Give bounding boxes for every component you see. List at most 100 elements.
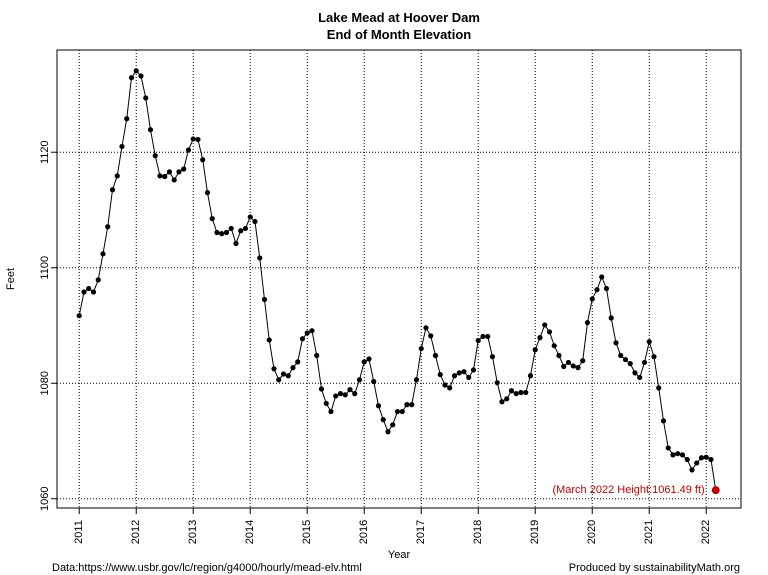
data-point [456, 370, 462, 376]
data-point [703, 454, 709, 460]
data-point [257, 255, 263, 261]
x-axis-label: Year [388, 549, 411, 561]
data-point [651, 354, 657, 360]
data-point [580, 358, 586, 364]
data-point [147, 127, 154, 133]
data-point [328, 408, 334, 415]
x-tick-label: 2022 [700, 520, 712, 544]
data-point [537, 335, 543, 341]
data-point [185, 147, 192, 153]
data-point [356, 377, 363, 383]
data-point [485, 333, 491, 340]
data-point [299, 336, 306, 342]
data-point [698, 455, 705, 461]
data-point [480, 333, 486, 340]
plot-frame [56, 49, 742, 509]
data-point [442, 382, 448, 388]
source-note: Data:https://www.usbr.gov/lc/region/g400… [52, 562, 362, 574]
x-tick-label: 2011 [73, 520, 85, 544]
data-point [171, 177, 177, 183]
data-point [314, 352, 320, 359]
data-point [618, 352, 624, 359]
data-point [100, 251, 106, 257]
data-point [508, 388, 515, 394]
data-point [375, 403, 382, 409]
data-point [181, 166, 187, 172]
data-point [437, 371, 443, 378]
x-tick-label: 2013 [187, 520, 199, 544]
data-point [233, 240, 239, 247]
data-point [371, 378, 377, 385]
data-point [565, 359, 572, 366]
data-point [190, 136, 196, 142]
data-point [352, 391, 358, 397]
data-point [513, 391, 519, 397]
data-point [594, 287, 600, 293]
data-point [242, 225, 249, 232]
data-point [518, 389, 524, 396]
data-point [195, 136, 201, 143]
data-point [523, 389, 529, 396]
data-point [599, 274, 605, 280]
data-point [708, 456, 714, 463]
data-point [114, 173, 120, 179]
data-point [551, 343, 557, 349]
data-point [133, 68, 139, 74]
data-point [204, 190, 211, 196]
x-tick-label: 2016 [358, 520, 370, 544]
data-point [684, 456, 690, 463]
data-point [390, 422, 396, 428]
data-point [637, 374, 643, 381]
x-tick-label: 2021 [643, 520, 655, 544]
data-point [162, 173, 168, 180]
data-point [470, 367, 477, 373]
data-point [608, 315, 614, 321]
data-point [380, 417, 386, 423]
data-point [385, 429, 391, 435]
data-point [394, 408, 401, 415]
data-point [418, 345, 424, 352]
data-point [461, 369, 467, 375]
data-point [494, 380, 500, 386]
y-axis-label: Feet [5, 268, 17, 290]
data-point [542, 322, 548, 328]
highlight-label: (March 2022 Height:1061.49 ft) [552, 484, 704, 496]
data-point [527, 373, 534, 379]
y-tick-label: 1080 [39, 371, 51, 395]
highlight-point [711, 486, 720, 495]
data-point [252, 218, 258, 225]
data-point [271, 366, 277, 372]
data-point [166, 169, 173, 175]
credit-note: Produced by sustainabilityMath.org [569, 562, 740, 574]
data-point [309, 328, 315, 334]
data-point [228, 225, 234, 232]
data-point [451, 373, 458, 379]
x-tick-label: 2017 [415, 520, 427, 544]
chart-title: Lake Mead at Hoover Dam [318, 10, 480, 25]
data-point [347, 387, 353, 393]
data-point [575, 365, 581, 371]
data-point [432, 352, 439, 359]
data-point [261, 296, 268, 303]
data-point [475, 337, 481, 344]
data-point [105, 224, 111, 230]
data-point [223, 229, 230, 236]
data-point [247, 214, 253, 220]
y-tick-label: 1120 [39, 140, 51, 164]
data-point [613, 340, 619, 346]
y-tick-label: 1100 [39, 256, 51, 280]
x-tick-label: 2015 [301, 520, 313, 544]
data-point [238, 228, 244, 234]
data-point [584, 320, 591, 326]
data-point [124, 116, 130, 122]
data-point [366, 356, 372, 362]
data-point [209, 216, 215, 222]
data-point [157, 173, 163, 179]
data-point [532, 347, 538, 353]
data-point [589, 296, 595, 302]
data-point [694, 460, 700, 466]
data-point [318, 386, 325, 392]
data-point [200, 157, 206, 163]
data-point [679, 452, 686, 458]
